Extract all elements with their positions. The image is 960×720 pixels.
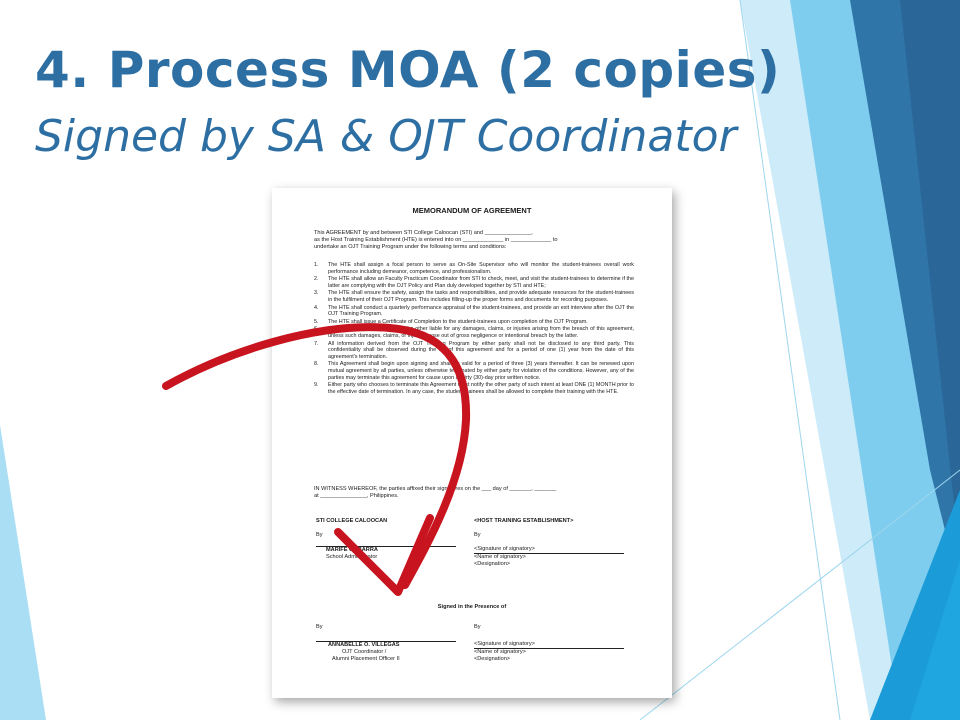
moa-document: MEMORANDUM OF AGREEMENT This AGREEMENT b…: [272, 188, 672, 698]
term-number: 7.: [314, 340, 319, 347]
sti-signature-block: STI COLLEGE CALOOCAN By MARIFE C. IBARRA…: [316, 518, 456, 561]
document-intro: This AGREEMENT by and between STI Colleg…: [314, 230, 634, 251]
right-cyan-triangle: [910, 560, 960, 720]
term-number: 1.: [314, 262, 319, 268]
term-item: 9. Either party who chooses to terminate …: [314, 382, 634, 395]
term-item: 2. The HTE shall allow an Faculty Practic…: [314, 276, 634, 289]
signature-placeholder: <Signature of signatory>: [474, 546, 535, 552]
term-text: The HTE shall allow an Faculty Practicum…: [328, 276, 634, 289]
intro-line: undertake an OJT Training Program under …: [314, 244, 507, 250]
decor-line: [739, 0, 841, 720]
designation-placeholder: <Designation>: [474, 656, 511, 662]
term-text: The HTE shall ensure the safety, assign …: [328, 290, 634, 303]
term-text: The HTE shall conduct a quarterly perfor…: [328, 304, 634, 318]
term-item: 8. This Agreement shall begin upon signin…: [314, 361, 634, 381]
term-number: 4.: [314, 304, 319, 311]
term-text: Each of the party shall not hold the oth…: [328, 326, 634, 339]
intro-line: This AGREEMENT by and between STI Colleg…: [314, 230, 533, 236]
term-number: 9.: [314, 382, 319, 389]
term-text: The HTE shall assign a focal person to s…: [328, 262, 634, 275]
decor-line: [639, 469, 960, 720]
by-label: By: [316, 624, 323, 630]
hte-signature-block: <HOST TRAINING ESTABLISHMENT> By <Signat…: [474, 518, 624, 568]
coordinator-signature-block: By ANNABELLE O. VILLEGAS OJT Coordinator…: [316, 624, 456, 663]
witness-clause: IN WITNESS WHEREOF, the parties affixed …: [314, 486, 634, 500]
right-party-name: <HOST TRAINING ESTABLISHMENT>: [474, 518, 574, 524]
signature-line: [316, 641, 456, 642]
term-text: All information derived from the OJT Tra…: [328, 340, 634, 360]
slide-title: 4. Process MOA (2 copies): [35, 41, 781, 99]
term-number: 8.: [314, 361, 319, 368]
term-item: 7. All information derived from the OJT T…: [314, 341, 634, 361]
slide-subtitle: Signed by SA & OJT Coordinator: [35, 111, 737, 162]
by-label: By: [474, 624, 481, 630]
left-light-triangle: [0, 425, 46, 720]
term-item: 6. Each of the party shall not hold the o…: [314, 326, 634, 339]
sa-name: MARIFE C. IBARRA: [326, 547, 378, 553]
signature-placeholder: <Signature of signatory>: [474, 641, 535, 647]
left-party-name: STI COLLEGE CALOOCAN: [316, 518, 388, 524]
by-label: By: [474, 532, 481, 538]
name-placeholder: <Name of signatory>: [474, 649, 526, 655]
presence-heading: Signed in the Presence of: [437, 604, 507, 610]
term-number: 3.: [314, 290, 319, 297]
right-deep-panel: [900, 0, 960, 560]
name-placeholder: <Name of signatory>: [474, 554, 526, 560]
by-label: By: [316, 532, 323, 538]
sa-title: School Administrator: [326, 554, 378, 560]
term-text: The HTE shall issue a Certificate of Com…: [328, 318, 588, 325]
coordinator-name: ANNABELLE O. VILLEGAS: [328, 642, 400, 648]
term-number: 2.: [314, 276, 319, 283]
term-item: 3. The HTE shall ensure the safety, assig…: [314, 290, 634, 303]
term-text: This Agreement shall begin upon signing …: [328, 361, 634, 381]
witness-line: IN WITNESS WHEREOF, the parties affixed …: [314, 486, 557, 492]
coordinator-title: Alumni Placement Officer II: [332, 656, 400, 662]
coordinator-title: OJT Coordinator /: [342, 649, 387, 655]
signature-line: [474, 553, 624, 554]
term-item: 5. The HTE shall issue a Certificate of C…: [314, 319, 634, 326]
term-item: 4. The HTE shall conduct a quarterly perf…: [314, 305, 634, 318]
witness-line: at _______________, Philippines.: [314, 493, 399, 499]
terms-list: 1. The HTE shall assign a focal person to…: [314, 262, 634, 396]
term-item: 1. The HTE shall assign a focal person to…: [314, 262, 634, 275]
intro-line: as the Host Training Establishment (HTE)…: [314, 237, 558, 243]
term-number: 5.: [314, 318, 319, 325]
term-text: Either party who chooses to terminate th…: [328, 382, 634, 395]
document-heading: MEMORANDUM OF AGREEMENT: [412, 206, 532, 215]
signature-line: [474, 648, 624, 649]
designation-placeholder: <Designation>: [474, 561, 511, 567]
term-number: 6.: [314, 326, 319, 333]
witness-hte-signature-block: By <Signature of signatory> <Name of sig…: [474, 624, 624, 663]
